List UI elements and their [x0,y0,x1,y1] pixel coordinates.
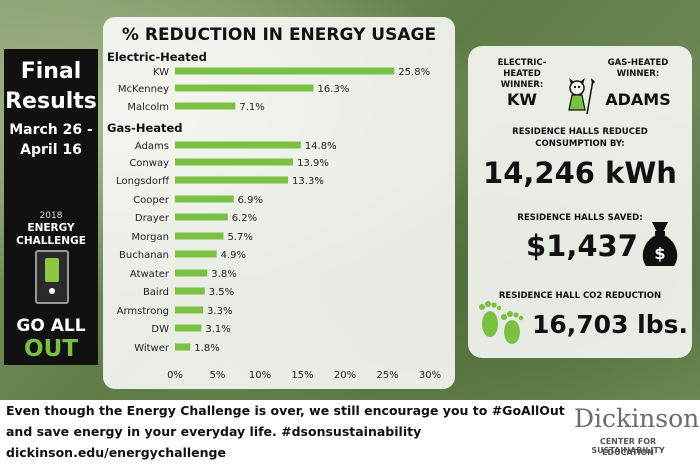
mascot-icon [568,78,595,115]
category-label: Adams [135,141,169,152]
electric-winner-name: KW [506,90,538,109]
switch-knob [45,258,59,282]
footer-line2: and save energy in your everyday life. #… [6,424,422,439]
challenge-line1: ENERGY [27,222,75,234]
co2-label: RESIDENCE HALL CO2 REDUCTION [498,291,662,301]
footer-url: dickinson.edu/energychallenge [6,445,226,460]
kwh-value: 14,246 kWh [483,156,677,190]
switch-dot [49,288,55,294]
bar [175,67,395,75]
bar [175,195,234,203]
logo-subtitle-line1: CENTER FOR SUSTAINABILITY [591,437,665,455]
bar-value-label: 5.7% [227,232,252,243]
bar-value-label: 1.8% [194,343,219,354]
x-tick-label: 30% [419,370,441,381]
challenge-line2: CHALLENGE [16,235,86,247]
saved-label: RESIDENCE HALLS SAVED: [517,213,643,223]
dickinson-logo: Dickinson [574,404,700,433]
bar-value-label: 13.9% [297,158,329,169]
bar [175,213,228,221]
x-tick-label: 5% [210,370,226,381]
bar-value-label: 4.9% [221,250,246,261]
date-end: April 16 [20,142,82,158]
bar-value-label: 3.1% [205,324,230,335]
bar-value-label: 7.1% [239,102,264,113]
category-label: Longsdorff [116,176,170,187]
bar [175,306,204,314]
bar [175,287,205,295]
bar-value-label: 13.3% [292,176,324,187]
co2-value: 16,703 lbs. [532,310,689,339]
final-text: Final [20,59,82,84]
category-label: Baird [143,287,169,298]
x-tick-label: 20% [334,370,356,381]
chart-title: % REDUCTION IN ENERGY USAGE [121,25,437,45]
category-label: KW [153,67,169,78]
money-bag-icon: $ [642,222,678,266]
stats-panel: ELECTRIC-HEATED WINNER: KW GAS-HEATED WI… [468,46,692,358]
bar-value-label: 3.5% [209,287,234,298]
x-tick-label: 10% [249,370,271,381]
final-results-panel: Final Results March 26 - April 16 2018 E… [4,49,98,365]
gas-winner-label: GAS-HEATED WINNER: [607,58,669,79]
light-switch-icon [35,250,69,304]
group-label-gas: Gas-Heated [107,121,183,135]
x-tick-label: 25% [376,370,398,381]
chart-panel: % REDUCTION IN ENERGY USAGE Electric-Hea… [103,17,455,389]
category-label: McKenney [118,84,169,95]
category-label: Cooper [133,195,170,206]
x-tick-label: 0% [167,370,183,381]
category-label: Atwater [130,269,170,280]
bar-value-label: 25.8% [398,67,430,78]
logo-subtitle-line2: EDUCATION [602,448,654,457]
bar-value-label: 6.2% [232,213,257,224]
bar [175,176,289,184]
category-label: Witwer [134,343,170,354]
bar-value-label: 3.3% [207,306,232,317]
bar [175,232,224,240]
dollars-value: $1,437 [526,229,638,263]
category-label: Buchanan [119,250,169,261]
footer-banner: Even though the Energy Challenge is over… [0,400,700,467]
bar-chart: KW 25.8% McKenney 16.3% Malcolm 7.1% Adams 14.8… [116,67,441,381]
bar [175,158,294,166]
footprint-icon [479,301,524,344]
bar [175,324,202,332]
electric-winner-label: ELECTRIC-HEATED WINNER: [497,58,547,90]
bar [175,141,301,149]
category-label: Conway [129,158,169,169]
category-label: DW [151,324,169,335]
bar [175,84,314,92]
category-label: Morgan [132,232,170,243]
group-label-electric: Electric-Heated [107,50,207,64]
bar-value-label: 16.3% [318,84,350,95]
date-start: March 26 - [9,122,93,138]
bar-value-label: 14.8% [305,141,337,152]
category-label: Drayer [135,213,170,224]
category-label: Malcolm [127,102,169,113]
bar [175,102,236,110]
bar [175,250,217,258]
bar [175,343,191,351]
challenge-year: 2018 [39,211,63,221]
bar-value-label: 6.9% [238,195,263,206]
out-text: OUT [24,336,78,362]
reduced-label: RESIDENCE HALLS REDUCED CONSUMPTION BY: [512,127,648,149]
results-text: Results [5,89,97,114]
svg-text:$: $ [654,244,665,263]
category-label: Armstrong [117,306,169,317]
x-tick-label: 15% [291,370,313,381]
bar [175,269,208,277]
footer-line1: Even though the Energy Challenge is over… [6,403,565,418]
gas-winner-name: ADAMS [605,90,671,109]
go-all-text: GO ALL [16,316,86,336]
bar-value-label: 3.8% [211,269,236,280]
